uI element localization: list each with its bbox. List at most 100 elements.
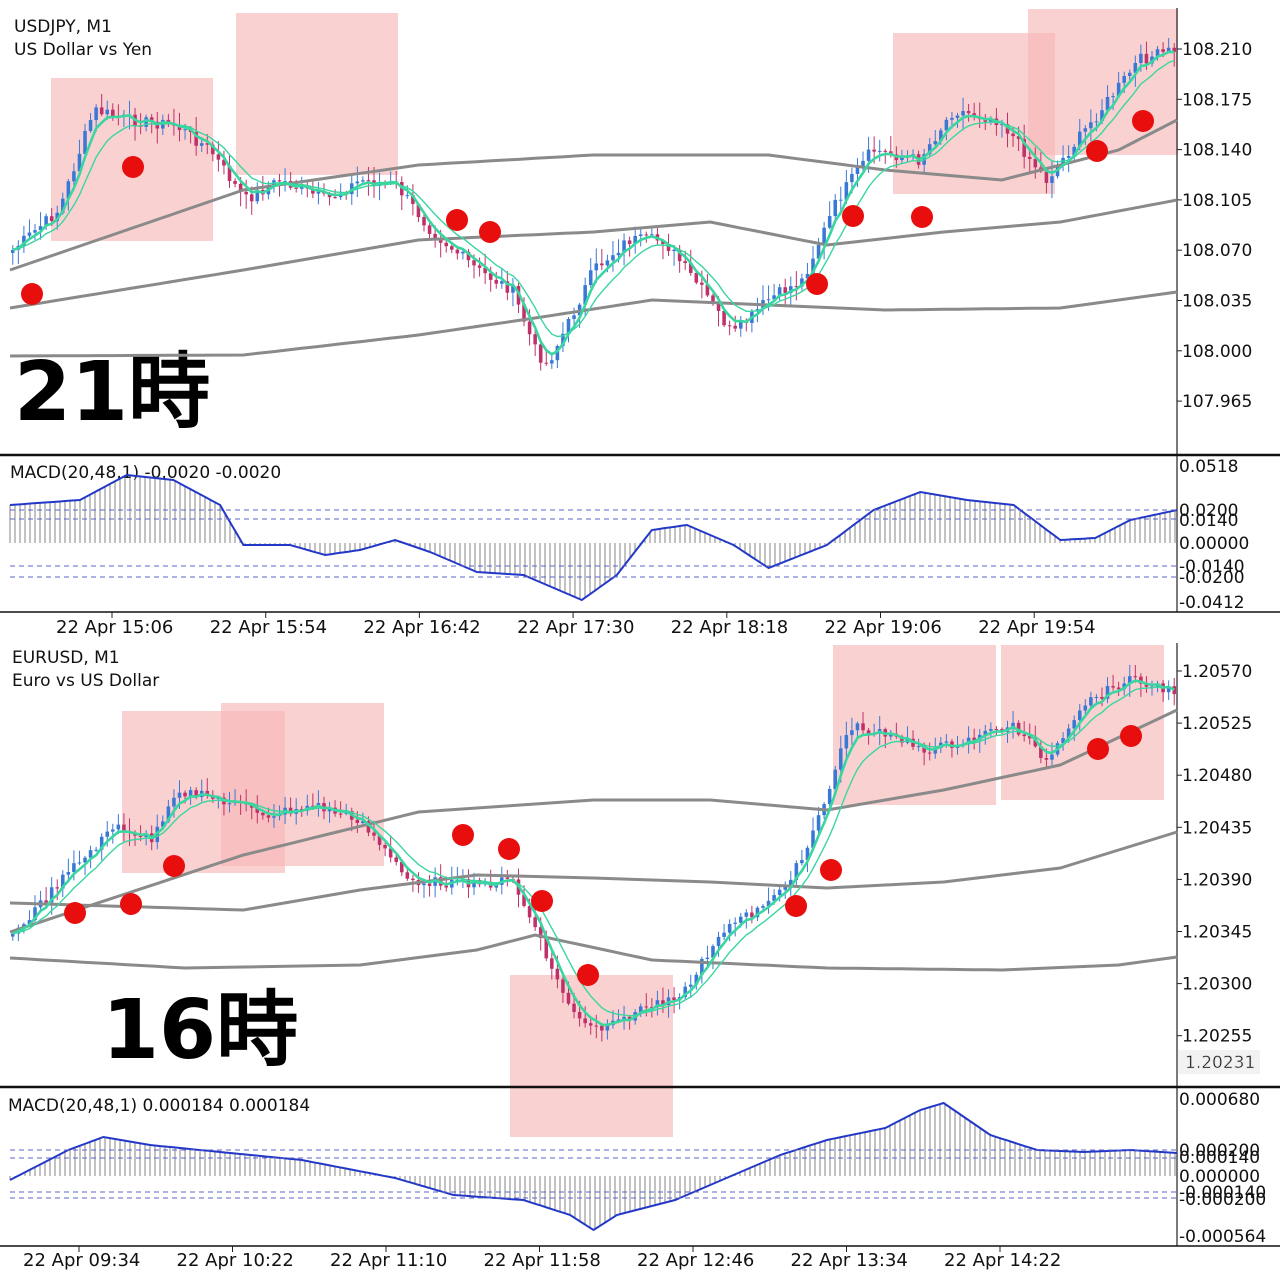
eurusd-highlight-box [221,703,384,866]
usdjpy-candle-body [572,315,576,319]
eurusd-current-price-box [1178,1050,1260,1074]
eurusd-candle-body [1166,686,1171,693]
usdjpy-price-tick-label: 108.105 [1182,191,1252,211]
eurusd-macd-tick-label: 0.000140 [1179,1148,1260,1168]
usdjpy-candle-body [1016,136,1021,139]
eurusd-candle-body [83,857,87,863]
eurusd-candle-body [205,790,210,796]
usdjpy-candle-body [789,286,793,294]
eurusd-candle-body [1094,696,1099,698]
eurusd-candle-body [983,730,988,735]
usdjpy-candle-body [800,278,804,287]
usdjpy-candle-body [805,273,810,279]
eurusd-candle-body [1127,676,1132,684]
usdjpy-candle-body [44,216,48,227]
usdjpy-price-tick-label: 108.070 [1182,241,1252,261]
usdjpy-band-line-2 [9,198,1178,310]
eurusd-candle-body [805,847,810,861]
eurusd-time-label: 22 Apr 11:58 [484,1250,601,1271]
usdjpy-candle-body [1066,155,1071,158]
usdjpy-candle-body [783,287,787,294]
eurusd-candle-body [49,887,54,903]
eurusd-candle-body [1072,720,1076,729]
eurusd-candle-body [850,730,854,736]
usdjpy-candle-body [422,217,426,226]
usdjpy-candle-body [777,287,782,296]
usdjpy-candle-body [38,226,43,231]
eurusd-candle-body [588,1023,593,1026]
eurusd-candle-body [99,836,104,850]
usdjpy-candle-body [822,227,826,245]
eurusd-candle-body [427,883,432,886]
eurusd-candle-body [111,829,115,832]
eurusd-candle-body [255,807,260,813]
usdjpy-candle-body [216,154,221,160]
usdjpy-candle-body [249,194,254,202]
usdjpy-candle-body [738,321,743,329]
usdjpy-candle-body [522,304,526,322]
eurusd-candle-body [227,803,232,805]
usdjpy-candle-body [316,191,321,194]
eurusd-candle-body [422,883,426,886]
usdjpy-candle-body [733,325,737,329]
usdjpy-candle-body [611,255,615,261]
usdjpy-candle-body [366,180,371,182]
usdjpy-candle-body [944,119,949,131]
usdjpy-macd-tick-label: -0.0140 [1179,557,1245,577]
eurusd-candle-body [77,862,82,864]
eurusd-candle-body [833,769,838,790]
usdjpy-candle-body [233,180,237,184]
usdjpy-candle-body [94,107,98,121]
usdjpy-candle-body [483,267,487,274]
eurusd-candle-body [122,824,126,831]
eurusd-candle-body [816,815,821,831]
usdjpy-time-label: 22 Apr 16:42 [363,617,480,638]
usdjpy-candle-body [1083,128,1088,132]
eurusd-price-tick-label: 1.20255 [1182,1027,1252,1047]
eurusd-candle-body [188,790,193,797]
usdjpy-macd-tick-label: 0.0140 [1179,511,1238,531]
usdjpy-candle-body [88,120,93,131]
usdjpy-candle-body [839,199,843,201]
usdjpy-signal-marker [1086,140,1108,162]
usdjpy-candle-body [177,125,182,131]
eurusd-candle-body [672,997,676,1001]
eurusd-candle-body [855,723,860,731]
eurusd-candle-body [311,805,315,807]
usdjpy-candle-body [1166,47,1171,52]
usdjpy-ma-line-1 [12,50,1175,356]
eurusd-candle-body [1150,686,1154,688]
eurusd-candle-body [33,907,37,921]
usdjpy-candle-body [1122,75,1126,83]
usdjpy-candle-body [1172,47,1176,52]
eurusd-candle-body [733,922,737,924]
eurusd-overlay-text: 16時 [102,983,298,1078]
eurusd-candle-body [572,1003,576,1012]
usdjpy-candle-body [794,286,799,288]
eurusd-candle-body [472,880,476,888]
usdjpy-candle-body [605,260,610,266]
usdjpy-candle-body [950,117,954,120]
eurusd-candle-body [522,894,526,906]
usdjpy-candle-body [550,360,554,364]
usdjpy-candle-body [533,334,537,345]
usdjpy-candle-body [149,117,154,122]
eurusd-candle-body [405,872,410,879]
eurusd-candle-body [194,790,198,798]
eurusd-candle-body [361,821,365,823]
usdjpy-candle-body [1155,49,1160,57]
eurusd-candle-body [716,936,721,947]
eurusd-candle-body [1044,758,1049,760]
eurusd-candle-body [1050,754,1054,760]
usdjpy-highlight-box [1028,9,1178,155]
usdjpy-candle-body [594,263,599,271]
eurusd-candle-body [388,848,393,858]
eurusd-candle-body [944,741,949,743]
usdjpy-candle-body [650,234,654,236]
usdjpy-candle-body [538,344,543,363]
usdjpy-candle-body [450,246,454,250]
eurusd-candle-body [533,917,537,928]
usdjpy-candle-body [961,111,965,116]
usdjpy-candle-body [11,249,15,253]
